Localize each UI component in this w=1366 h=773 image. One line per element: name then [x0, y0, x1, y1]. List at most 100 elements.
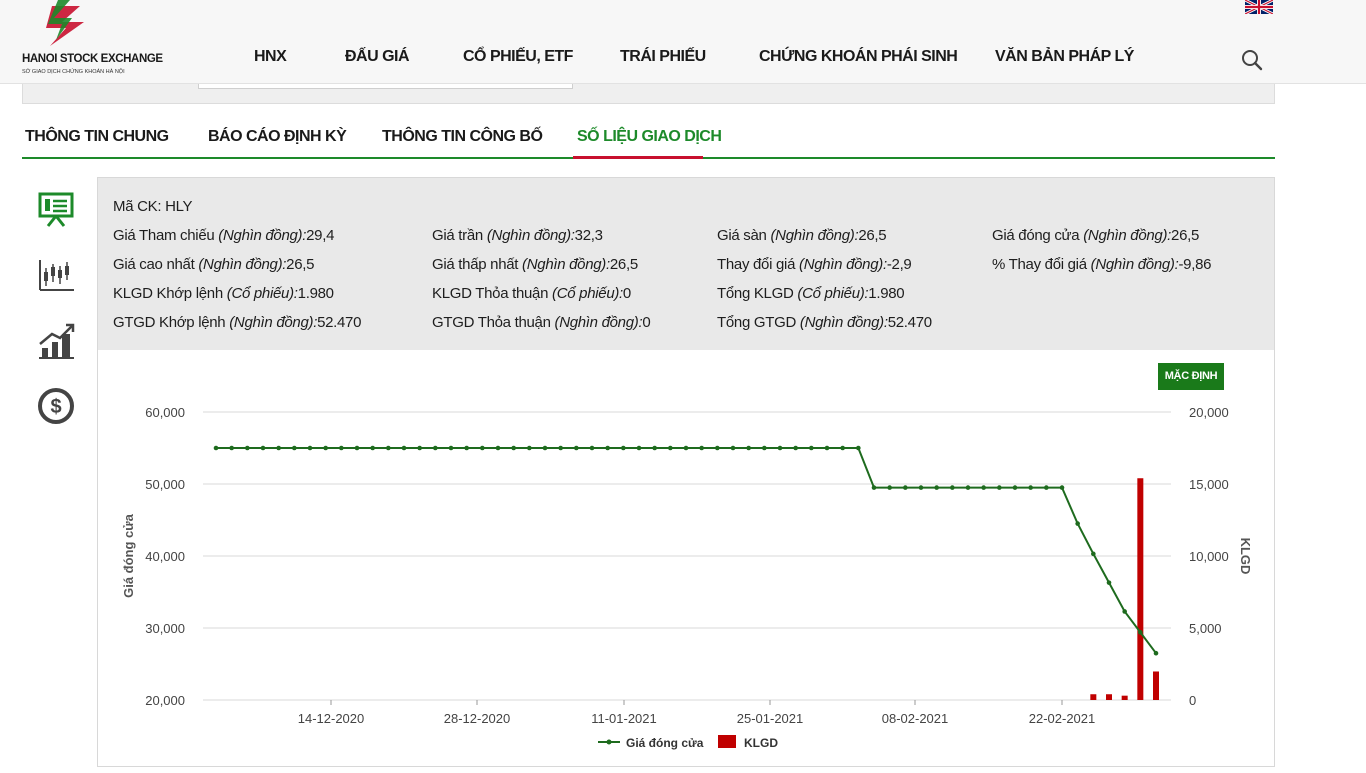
price-point: [213, 445, 219, 451]
price-point: [323, 445, 328, 451]
ticker-search-input[interactable]: [198, 84, 573, 89]
info-field-unit: (Cổ phiếu):: [797, 285, 869, 302]
top-header: HANOI STOCK EXCHANGE SỞ GIAO DỊCH CHỨNG …: [0, 0, 1366, 84]
legend-volume-label: KLGD: [744, 736, 778, 750]
info-field: KLGD Khớp lệnh (Cổ phiếu):1.980: [113, 285, 334, 302]
price-point: [903, 485, 908, 490]
info-field-unit: (Nghìn đồng):: [486, 227, 575, 244]
price-point: [1075, 521, 1080, 526]
x-tick-label: 22-02-2021: [1029, 711, 1096, 726]
info-field-unit: (Nghìn đồng):: [198, 256, 287, 273]
nav-dau-gia[interactable]: ĐẤU GIÁ: [345, 48, 410, 65]
price-point: [871, 485, 877, 490]
trading-data-panel: Mã CK: HLY Giá Tham chiếu (Nghìn đồng):2…: [97, 177, 1275, 767]
candlestick-chart-icon[interactable]: [36, 256, 76, 296]
info-field-unit: (Nghìn đồng):: [554, 314, 643, 331]
price-point: [746, 445, 751, 451]
info-field: Giá đóng cửa (Nghìn đồng):26,5: [992, 227, 1199, 244]
price-point: [668, 445, 673, 451]
price-point: [950, 485, 955, 490]
y2-axis-title: KLGD: [1238, 538, 1253, 575]
ticker-value: HLY: [165, 198, 193, 215]
info-field-value: 26,5: [858, 227, 887, 244]
presentation-chart-icon[interactable]: [36, 190, 76, 230]
info-field-unit: (Cổ phiếu):: [226, 285, 298, 302]
info-field: % Thay đổi giá (Nghìn đồng):-9,86: [992, 256, 1211, 273]
price-point: [260, 445, 266, 451]
price-point: [527, 445, 532, 451]
hnx-logo[interactable]: HANOI STOCK EXCHANGE SỞ GIAO DỊCH CHỨNG …: [22, 0, 163, 80]
info-field-unit: (Nghìn đồng):: [770, 227, 859, 244]
price-point: [401, 445, 407, 451]
nav-hnx[interactable]: HNX: [254, 48, 287, 65]
price-point: [997, 485, 1002, 490]
chart-svg: 60,000 50,000 40,000 30,000 20,000 20,000 15,0…: [121, 405, 1253, 750]
info-field-label: Tổng KLGD: [717, 285, 794, 302]
info-field-value: 26,5: [1171, 227, 1200, 244]
price-point: [762, 445, 767, 451]
price-point: [809, 445, 814, 451]
price-point: [1153, 650, 1159, 656]
price-point: [386, 445, 391, 451]
price-point: [245, 445, 250, 451]
detail-tabs: THÔNG TIN CHUNG BÁO CÁO ĐỊNH KỲ THÔNG TI…: [22, 126, 1275, 159]
info-field: Giá thấp nhất (Nghìn đồng):26,5: [432, 256, 638, 273]
info-field-label: Giá cao nhất: [113, 256, 195, 273]
price-point: [480, 445, 485, 451]
price-point: [292, 445, 297, 451]
tab-thong-tin-chung[interactable]: THÔNG TIN CHUNG: [25, 128, 169, 145]
y-tick-label: 50,000: [145, 477, 185, 492]
x-tick-label: 11-01-2021: [591, 711, 657, 726]
info-field-value: 26,5: [609, 256, 638, 273]
x-tick-label: 08-02-2021: [882, 711, 949, 726]
tab-bao-cao-dinh-ky[interactable]: BÁO CÁO ĐỊNH KỲ: [208, 128, 347, 145]
info-field-label: GTGD Thỏa thuận: [432, 314, 551, 331]
bar-growth-chart-icon[interactable]: [36, 322, 76, 362]
price-point: [589, 445, 595, 451]
nav-van-ban-phap-ly[interactable]: VĂN BẢN PHÁP LÝ: [995, 48, 1134, 65]
price-point: [1106, 580, 1112, 585]
tab-so-lieu-giao-dich[interactable]: SỐ LIỆU GIAO DỊCH: [577, 128, 722, 145]
logo-subtitle: SỞ GIAO DỊCH CHỨNG KHOÁN HÀ NỘI: [22, 69, 125, 75]
y-tick-label: 20,000: [145, 693, 185, 708]
price-point: [1028, 485, 1033, 490]
price-point: [354, 445, 360, 451]
dollar-coin-icon[interactable]: $: [36, 386, 76, 426]
nav-chung-khoan-phai-sinh[interactable]: CHỨNG KHOÁN PHÁI SINH: [759, 48, 958, 65]
info-field-value: 52.470: [887, 314, 932, 331]
y-tick-label: 40,000: [145, 549, 185, 564]
volume-bar: [1090, 694, 1097, 700]
price-point: [715, 445, 720, 451]
price-volume-chart: 60,000 50,000 40,000 30,000 20,000 20,000 15,0…: [98, 350, 1274, 768]
tab-thong-tin-cong-bo[interactable]: THÔNG TIN CÔNG BỐ: [382, 128, 543, 145]
info-field-value: 26,5: [286, 256, 315, 273]
price-point: [1138, 630, 1143, 635]
info-field-value: -2,9: [886, 256, 912, 273]
info-field-value: 29,4: [306, 227, 335, 244]
nav-trai-phieu[interactable]: TRÁI PHIẾU: [620, 48, 706, 65]
info-field: Tổng KLGD (Cổ phiếu):1.980: [717, 285, 905, 302]
ticker-label: Mã CK:: [113, 198, 162, 215]
info-field-unit: (Nghìn đồng):: [522, 256, 610, 273]
info-field: Giá sàn (Nghìn đồng):26,5: [717, 227, 887, 244]
default-view-button[interactable]: MẶC ĐỊNH: [1158, 363, 1224, 390]
info-field-value: 1.980: [868, 285, 905, 302]
price-point: [511, 445, 516, 451]
price-point: [1122, 609, 1127, 614]
legend-line-marker: [606, 739, 612, 745]
price-point: [558, 445, 563, 451]
price-point: [464, 445, 469, 451]
logo-name: HANOI STOCK EXCHANGE: [22, 53, 163, 65]
info-field-unit: (Nghìn đồng):: [218, 227, 307, 244]
x-tick-label: 14-12-2020: [298, 711, 365, 726]
uk-flag-icon[interactable]: [1245, 0, 1273, 14]
nav-co-phieu-etf[interactable]: CỔ PHIẾU, ETF: [463, 48, 573, 65]
legend-price-label: Giá đóng cửa: [626, 736, 704, 750]
search-icon[interactable]: [1241, 49, 1263, 71]
price-point: [1044, 485, 1049, 490]
legend-bar-swatch: [718, 735, 736, 748]
price-point: [229, 445, 234, 451]
info-field-label: Tổng GTGD: [717, 314, 796, 331]
info-field: Giá cao nhất (Nghìn đồng):26,5: [113, 256, 314, 273]
y2-tick-label: 0: [1189, 693, 1196, 708]
